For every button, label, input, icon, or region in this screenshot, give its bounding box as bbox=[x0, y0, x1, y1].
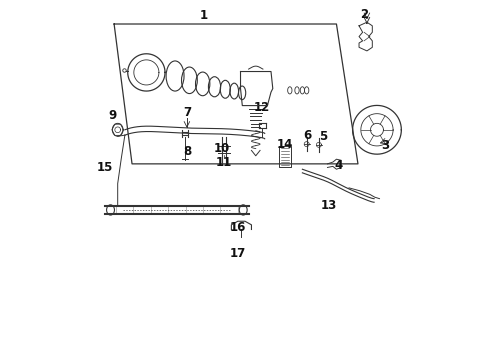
Text: 2: 2 bbox=[360, 8, 368, 21]
Text: 4: 4 bbox=[334, 159, 343, 172]
Text: 15: 15 bbox=[96, 161, 113, 174]
Text: 16: 16 bbox=[230, 221, 246, 234]
Text: 6: 6 bbox=[303, 129, 312, 142]
Text: 3: 3 bbox=[382, 139, 390, 152]
Text: 14: 14 bbox=[277, 138, 294, 150]
Text: 17: 17 bbox=[230, 247, 246, 260]
Text: 1: 1 bbox=[200, 9, 208, 22]
Text: 7: 7 bbox=[183, 106, 191, 119]
Text: 5: 5 bbox=[319, 130, 327, 144]
Text: 11: 11 bbox=[216, 156, 232, 169]
Text: 12: 12 bbox=[254, 101, 270, 114]
Text: 10: 10 bbox=[214, 142, 230, 155]
Text: 13: 13 bbox=[321, 199, 338, 212]
Text: 9: 9 bbox=[108, 109, 117, 122]
Text: 8: 8 bbox=[183, 145, 191, 158]
